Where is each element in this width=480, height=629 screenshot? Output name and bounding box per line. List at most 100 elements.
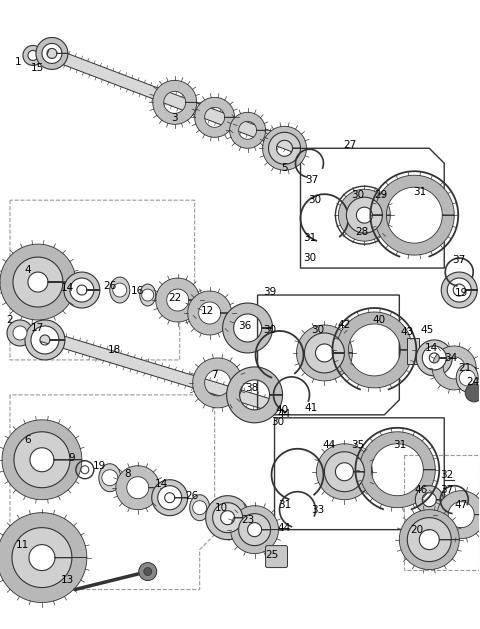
Text: 22: 22 <box>168 293 181 303</box>
Text: 15: 15 <box>31 64 45 74</box>
Polygon shape <box>415 486 443 514</box>
Text: 21: 21 <box>458 363 472 373</box>
Text: 2: 2 <box>7 315 13 325</box>
Polygon shape <box>399 509 459 570</box>
Polygon shape <box>192 358 242 408</box>
Text: 12: 12 <box>201 306 214 316</box>
Text: 24: 24 <box>467 377 480 387</box>
Polygon shape <box>304 333 345 373</box>
Text: 44: 44 <box>278 409 291 419</box>
Polygon shape <box>46 47 301 154</box>
Polygon shape <box>156 278 200 322</box>
Polygon shape <box>36 38 68 69</box>
Text: 40: 40 <box>275 405 288 415</box>
Polygon shape <box>188 291 232 335</box>
Text: 6: 6 <box>24 435 31 445</box>
Polygon shape <box>239 514 271 545</box>
Polygon shape <box>374 175 454 255</box>
Polygon shape <box>23 45 43 65</box>
Text: 20: 20 <box>411 525 424 535</box>
Polygon shape <box>0 513 87 603</box>
Polygon shape <box>205 496 250 540</box>
Polygon shape <box>268 132 300 164</box>
Polygon shape <box>152 480 188 516</box>
Polygon shape <box>116 465 160 509</box>
Text: 31: 31 <box>393 440 406 450</box>
Polygon shape <box>324 452 364 492</box>
Text: 26: 26 <box>103 281 117 291</box>
Text: 30: 30 <box>303 253 316 263</box>
Polygon shape <box>12 528 72 587</box>
Text: 29: 29 <box>375 190 388 200</box>
Polygon shape <box>31 326 59 354</box>
Circle shape <box>139 562 157 581</box>
Polygon shape <box>432 346 476 390</box>
Text: 44: 44 <box>278 523 291 533</box>
Circle shape <box>142 289 154 301</box>
Polygon shape <box>7 320 33 346</box>
Text: 27: 27 <box>343 140 356 150</box>
Text: 34: 34 <box>444 353 458 363</box>
Text: 4: 4 <box>24 265 31 275</box>
Polygon shape <box>422 346 446 370</box>
Polygon shape <box>263 126 307 170</box>
Text: 28: 28 <box>355 227 368 237</box>
Text: 18: 18 <box>108 345 121 355</box>
Text: 14: 14 <box>425 343 438 353</box>
Polygon shape <box>0 244 76 320</box>
Text: 35: 35 <box>351 440 364 450</box>
Text: 23: 23 <box>241 515 254 525</box>
Polygon shape <box>360 431 435 508</box>
Ellipse shape <box>456 364 478 392</box>
Polygon shape <box>153 81 197 125</box>
Text: 13: 13 <box>61 574 74 584</box>
Text: 31: 31 <box>278 499 291 509</box>
Text: 30: 30 <box>308 195 321 205</box>
Text: 25: 25 <box>265 550 278 560</box>
Text: 41: 41 <box>305 403 318 413</box>
Polygon shape <box>316 444 372 499</box>
Circle shape <box>192 501 207 515</box>
Text: 7: 7 <box>211 370 218 380</box>
Text: 32: 32 <box>441 470 454 480</box>
Polygon shape <box>447 278 471 302</box>
Polygon shape <box>64 272 100 308</box>
Ellipse shape <box>140 284 156 306</box>
Text: 37: 37 <box>453 255 466 265</box>
Text: 26: 26 <box>185 491 198 501</box>
Circle shape <box>465 384 480 402</box>
Polygon shape <box>437 491 480 538</box>
Polygon shape <box>13 257 63 307</box>
Text: 36: 36 <box>238 321 251 331</box>
Polygon shape <box>297 325 352 381</box>
Polygon shape <box>28 326 271 411</box>
Polygon shape <box>230 506 278 554</box>
Text: 30: 30 <box>311 325 324 335</box>
Polygon shape <box>229 113 265 148</box>
Circle shape <box>113 283 127 297</box>
Polygon shape <box>195 97 235 137</box>
Text: 8: 8 <box>124 469 131 479</box>
Text: 44: 44 <box>323 440 336 450</box>
Polygon shape <box>158 486 182 509</box>
Polygon shape <box>223 303 273 353</box>
FancyBboxPatch shape <box>265 545 288 567</box>
Circle shape <box>13 326 27 340</box>
Circle shape <box>459 370 475 386</box>
Text: 16: 16 <box>131 286 144 296</box>
Ellipse shape <box>190 494 210 521</box>
Text: 14: 14 <box>155 479 168 489</box>
Circle shape <box>144 567 152 576</box>
Polygon shape <box>416 340 452 376</box>
Ellipse shape <box>99 464 121 492</box>
Text: 43: 43 <box>401 327 414 337</box>
Polygon shape <box>213 503 242 533</box>
Text: 47: 47 <box>455 499 468 509</box>
Text: 17: 17 <box>31 323 45 333</box>
Text: 11: 11 <box>15 540 29 550</box>
Polygon shape <box>336 312 412 388</box>
Text: 31: 31 <box>303 233 316 243</box>
Polygon shape <box>70 278 94 302</box>
Text: 37: 37 <box>305 175 318 185</box>
Text: 30: 30 <box>351 190 364 200</box>
